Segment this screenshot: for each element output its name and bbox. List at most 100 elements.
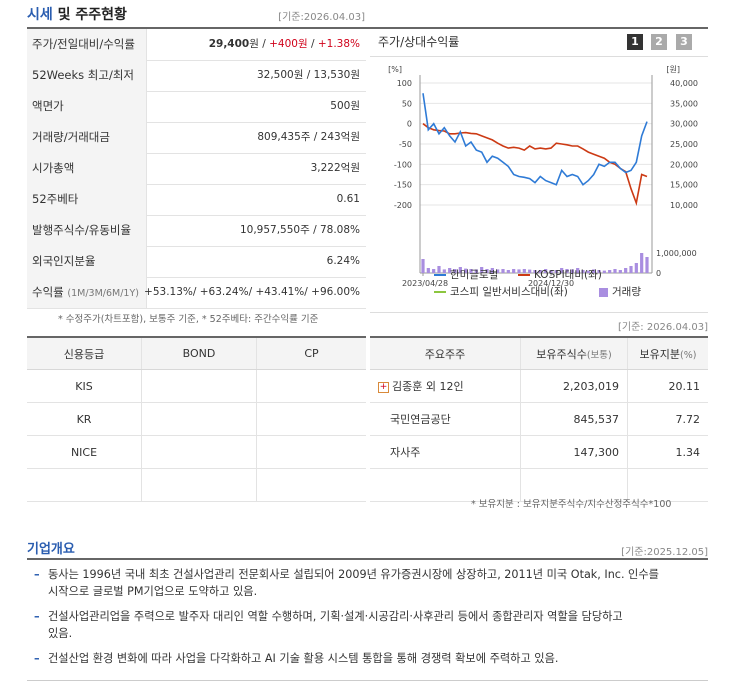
stock-price-line <box>422 93 648 186</box>
quote-row-52w: 52Weeks 최고/최저 32,500원 / 13,530원 <box>27 60 366 92</box>
volume-bar <box>544 269 548 273</box>
volume-bar <box>608 270 612 273</box>
legend-stock: 한미글로벌 <box>434 267 498 282</box>
chart-title: 주가/상대수익률 <box>378 35 460 49</box>
volume-bar <box>586 270 590 273</box>
overview-bullet: – 동사는 1996년 국내 최초 건설사업관리 전문회사로 설립되어 2009… <box>34 568 659 598</box>
legend-volume: 거래량 <box>599 284 641 299</box>
volume-bar <box>490 268 494 273</box>
right-tick-label: 40,000 <box>670 79 698 88</box>
quote-row-price: 주가/전일대비/수익률 29,400원 / +400원 / +1.38% <box>27 29 366 61</box>
volume-bar <box>576 268 580 273</box>
right-tick-label: 25,000 <box>670 140 698 149</box>
price-value: 29,400 <box>208 38 250 50</box>
section-title: 시세 및 주주현황 <box>27 7 127 23</box>
volume-tick-label: 1,000,000 <box>656 249 697 258</box>
period-button-3[interactable]: 3 <box>676 34 692 50</box>
quote-row-par-value: 액면가 500원 <box>27 91 366 123</box>
right-tick-label: 20,000 <box>670 160 698 169</box>
period-button-1[interactable]: 1 <box>627 34 643 50</box>
volume-bar <box>464 268 468 273</box>
volume-bar <box>602 270 606 273</box>
volume-bar <box>554 270 558 273</box>
kospi-relative-line <box>422 123 648 206</box>
holders-header-row: 주요주주 보유주식수(보통) 보유지분(%) <box>370 338 708 370</box>
volume-bar <box>458 267 462 273</box>
credit-rating-table: 신용등급 BOND CP KIS KR NICE <box>27 338 366 502</box>
volume-bar <box>522 269 526 273</box>
volume-bar <box>624 268 628 273</box>
shareholders-table: 주요주주 보유주식수(보통) 보유지분(%) + 김종훈 외 12인 2,203,… <box>370 338 708 502</box>
overview-bullet: – 건설산업 환경 변화에 따라 사업을 다각화하고 AI 기술 활용 시스템 … <box>34 652 559 665</box>
volume-tick-label: 0 <box>656 269 661 278</box>
quote-row-returns: 수익률 (1M/3M/6M/1Y) +53.13%/ +63.24%/ +43.… <box>27 277 366 309</box>
quote-row-volume: 거래량/거래대금 809,435주 / 243억원 <box>27 122 366 154</box>
table-row <box>27 468 366 502</box>
left-tick-label: -100 <box>394 160 412 169</box>
left-tick-label: -200 <box>394 201 412 210</box>
volume-bar <box>549 270 553 273</box>
volume-bar <box>570 269 574 273</box>
volume-bar <box>496 269 500 273</box>
volume-bar <box>533 270 537 273</box>
holders-note: * 보유지분 : 보유지분주식수/지수산정주식수*100 <box>471 499 672 510</box>
period-button-2[interactable]: 2 <box>651 34 667 50</box>
volume-bar <box>442 269 446 273</box>
volume-bar <box>517 269 521 273</box>
legend-sector: 코스피 일반서비스대비(좌) <box>434 284 568 299</box>
volume-bar <box>485 269 489 273</box>
price-chart: [%] [원] 100 40,000 50 35,000 0 30,000 -50 25,000 -… <box>388 65 698 288</box>
right-tick-label: 15,000 <box>670 181 698 190</box>
volume-bar <box>421 259 425 273</box>
table-row: NICE <box>27 435 366 469</box>
x-tick-label: 2023/04/28 <box>402 279 448 288</box>
volume-bar <box>560 268 564 273</box>
volume-bar <box>469 269 473 273</box>
table-row: KIS <box>27 369 366 403</box>
table-row: + 김종훈 외 12인 2,203,019 20.11 <box>370 369 708 403</box>
left-tick-label: 100 <box>397 79 412 88</box>
overview-basis-date: [기준:2025.12.05] <box>621 547 708 558</box>
right-tick-label: 10,000 <box>670 201 698 210</box>
left-tick-label: -50 <box>399 140 412 149</box>
volume-bar <box>437 266 441 273</box>
price-change: +400원 <box>269 38 308 50</box>
legend-volume-swatch <box>599 287 608 297</box>
volume-bar <box>618 270 622 273</box>
legend-kospi-swatch <box>518 274 530 276</box>
legend-sector-swatch <box>434 291 446 293</box>
volume-bar <box>565 269 569 273</box>
volume-bar <box>613 269 617 273</box>
quote-row-shares: 발행주식수/유동비율 10,957,550주 / 78.08% <box>27 215 366 247</box>
quote-basis-date: [기준:2026.04.03] <box>278 12 365 23</box>
legend-kospi: KOSPI대비(좌) <box>518 267 602 282</box>
table-row <box>370 468 708 502</box>
volume-bar <box>634 263 638 273</box>
volume-bar <box>448 268 452 273</box>
legend-stock-swatch <box>434 274 446 276</box>
volume-bar <box>581 270 585 273</box>
left-axis-unit: [%] <box>388 65 402 74</box>
credit-header-row: 신용등급 BOND CP <box>27 338 366 370</box>
volume-bar <box>480 267 484 273</box>
volume-bar <box>501 269 505 273</box>
left-tick-label: -150 <box>394 181 412 190</box>
table-row: 국민연금공단 845,537 7.72 <box>370 402 708 436</box>
expand-icon[interactable]: + <box>378 381 389 393</box>
holder-name-link[interactable]: 김종훈 외 12인 <box>392 380 464 393</box>
right-tick-label: 30,000 <box>670 120 698 129</box>
volume-bar <box>640 253 644 273</box>
volume-bar <box>426 268 430 273</box>
overview-bullet: – 건설사업관리업을 주력으로 발주자 대리인 역할 수행하며, 기획·설계·시… <box>34 610 623 640</box>
volume-bar <box>645 257 649 273</box>
top-rule <box>27 27 708 29</box>
holders-basis-date: [기준: 2026.04.03] <box>617 322 708 333</box>
left-tick-label: 0 <box>407 120 412 129</box>
quote-note: * 수정주가(차트포함), 보통주 기준, * 52주베타: 주간수익률 기준 <box>58 314 319 325</box>
volume-bar <box>453 269 457 273</box>
volume-bar <box>512 269 516 273</box>
table-row: KR <box>27 402 366 436</box>
price-chart-panel: 주가/상대수익률 1 2 3 [%] [원] 100 40,000 50 35,000 0 3… <box>370 28 708 300</box>
right-tick-label: 35,000 <box>670 99 698 108</box>
x-tick-label: 2024/12/30 <box>528 279 574 288</box>
